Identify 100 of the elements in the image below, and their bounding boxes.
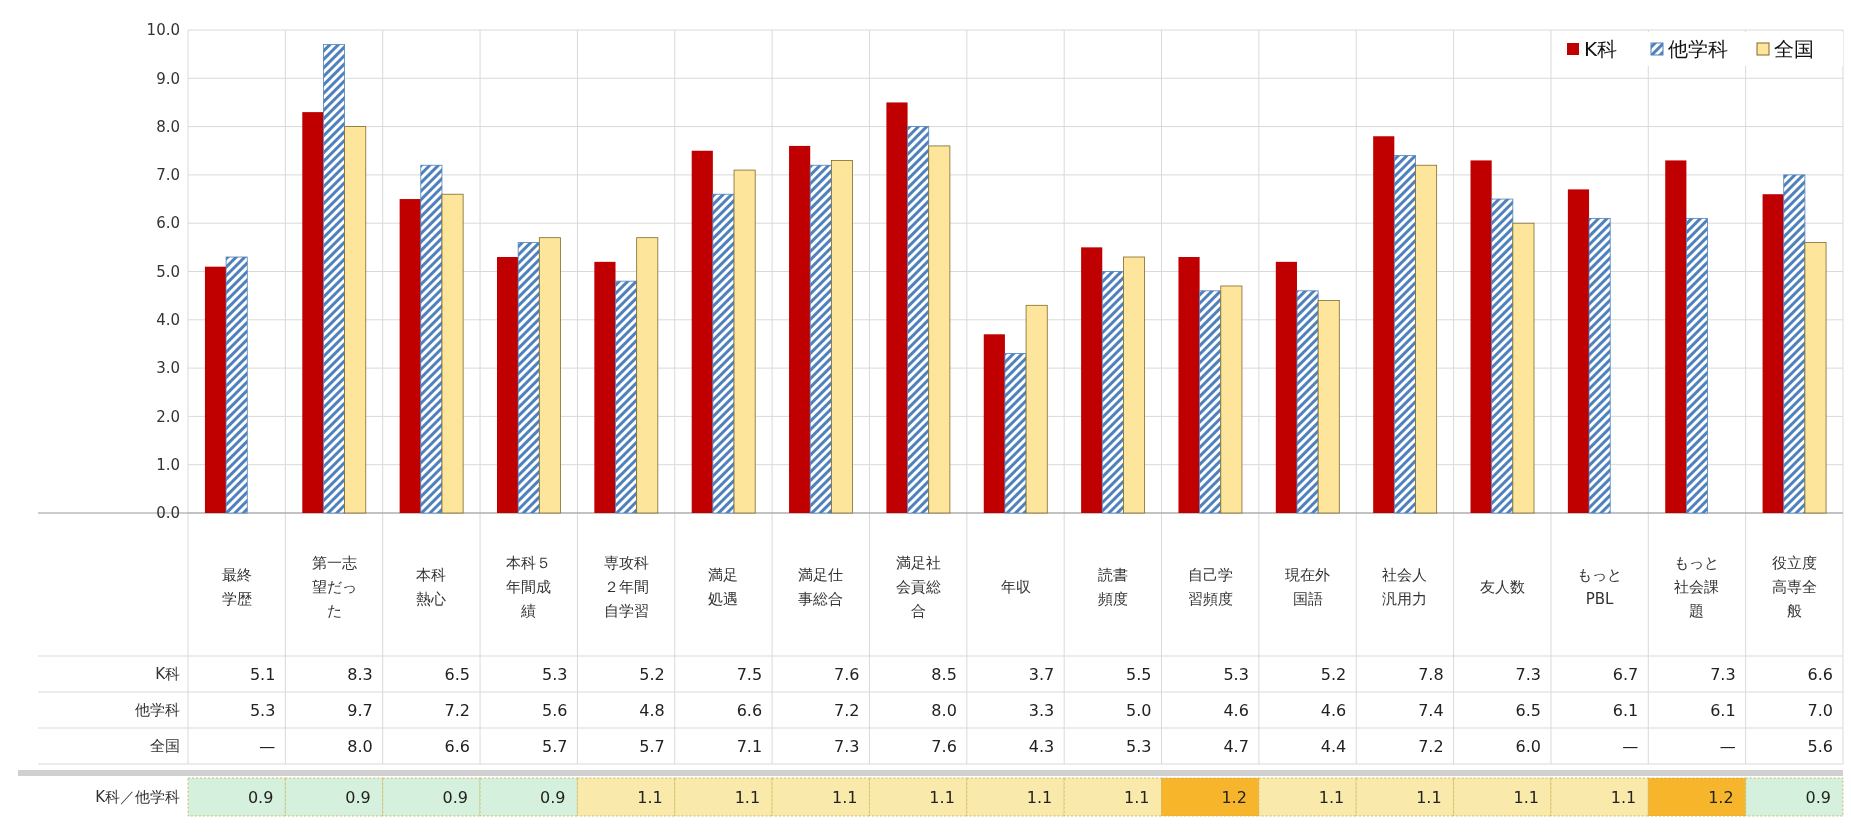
bar [1220,285,1243,514]
x-tick-label: 満足処遇 [708,566,739,609]
bar [323,44,346,514]
bar [1025,304,1048,514]
bar [441,193,464,514]
y-tick-label: 10.0 [146,21,180,40]
data-label: 7.2 [834,700,860,720]
data-label: 6.1 [1612,700,1639,720]
bar [809,164,832,514]
data-label: 0.9 [1805,787,1831,807]
data-label: 6.6 [444,736,471,756]
x-tick-label: 読書頻度 [1097,566,1128,609]
x-tick-label: 友人数 [1479,578,1525,597]
bar [1491,198,1514,514]
data-label: 0.9 [539,787,566,807]
bar [1415,164,1438,514]
legend-label: 全国 [1774,37,1814,61]
data-label: 1.1 [637,787,663,807]
bar [225,256,248,514]
data-label: 7.6 [931,736,957,756]
y-tick-label: 8.0 [156,117,180,136]
legend-label: 他学科 [1668,37,1728,61]
bar [1804,242,1827,514]
data-label: 7.1 [736,736,763,756]
data-label: 6.0 [1515,736,1541,756]
data-label: 5.1 [249,664,276,684]
data-label: 8.3 [347,664,373,684]
x-tick-label: 第一志望だった [311,554,357,621]
bar [1783,174,1806,514]
data-label: 8.0 [347,736,373,756]
data-label: 1.1 [1513,787,1539,807]
data-label: 5.7 [541,736,568,756]
bar [1685,217,1708,514]
x-tick-label: もっとPBL [1577,566,1623,609]
y-tick-label: 6.0 [156,214,180,233]
bar [712,193,735,514]
data-label: 7.4 [1418,700,1444,720]
data-label: 4.3 [1028,736,1055,756]
y-tick-label: 4.0 [156,311,180,330]
bar [1275,261,1297,513]
bar [1123,256,1145,514]
data-label: 7.2 [444,700,471,720]
data-label: 7.3 [1710,664,1736,684]
data-label: 7.3 [1515,664,1541,684]
bar [399,199,421,513]
bar [538,237,561,514]
bar [1665,160,1687,513]
data-label: 5.2 [639,664,665,684]
data-label: 7.0 [1807,700,1833,720]
x-tick-label: 現在外国語 [1285,566,1331,609]
text: — [1622,736,1639,756]
bar [1373,136,1395,513]
data-label: 5.0 [1126,700,1152,720]
bar [1762,194,1784,513]
bar [615,280,638,514]
bar [302,112,324,513]
data-label: 5.6 [541,700,568,720]
bar [420,164,443,514]
data-label: 1.1 [832,787,858,807]
data-label: 1.1 [734,787,761,807]
bar [1567,189,1590,513]
bar [496,257,519,513]
bar [1004,353,1027,514]
data-label: 5.3 [1223,664,1249,684]
bar [886,102,908,513]
bar [1081,247,1103,513]
bar [928,145,951,514]
data-label: 4.8 [639,700,665,720]
bar [204,266,227,513]
x-tick-label: 役立度高専全般 [1771,554,1817,621]
legend-label: K科 [1584,37,1618,61]
x-tick-label: 満足仕事総合 [798,566,844,609]
data-label: 8.0 [931,700,957,720]
bar [1393,155,1416,514]
data-label: 4.6 [1223,700,1249,720]
bar [983,334,1005,513]
x-tick-label: 専攻科２年間自学習 [603,554,649,621]
data-label: 7.8 [1418,664,1444,684]
y-tick-label: 5.0 [156,262,180,281]
x-tick-label: 社会人汎用力 [1382,566,1428,609]
x-tick-label: 本科熱心 [416,566,447,609]
data-label: 0.9 [442,787,469,807]
data-label: 1.1 [1416,787,1442,807]
data-label: 1.1 [1318,787,1345,807]
bar [1101,271,1124,514]
data-label: 5.5 [1126,664,1152,684]
data-label: 3.7 [1028,664,1055,684]
text: K科 [155,665,180,684]
x-tick-label: もっと社会課題 [1674,554,1720,621]
x-tick-label: 自己学習頻度 [1187,566,1233,609]
bar [830,160,853,514]
bar [517,242,540,514]
data-label: 4.7 [1223,736,1249,756]
data-label: 7.3 [834,736,860,756]
bar [594,261,616,513]
bar [1178,257,1200,513]
bar [1317,300,1340,514]
x-tick-label: 最終学歴 [221,566,252,609]
bar [1512,222,1535,514]
y-tick-label: 0.0 [156,504,180,523]
